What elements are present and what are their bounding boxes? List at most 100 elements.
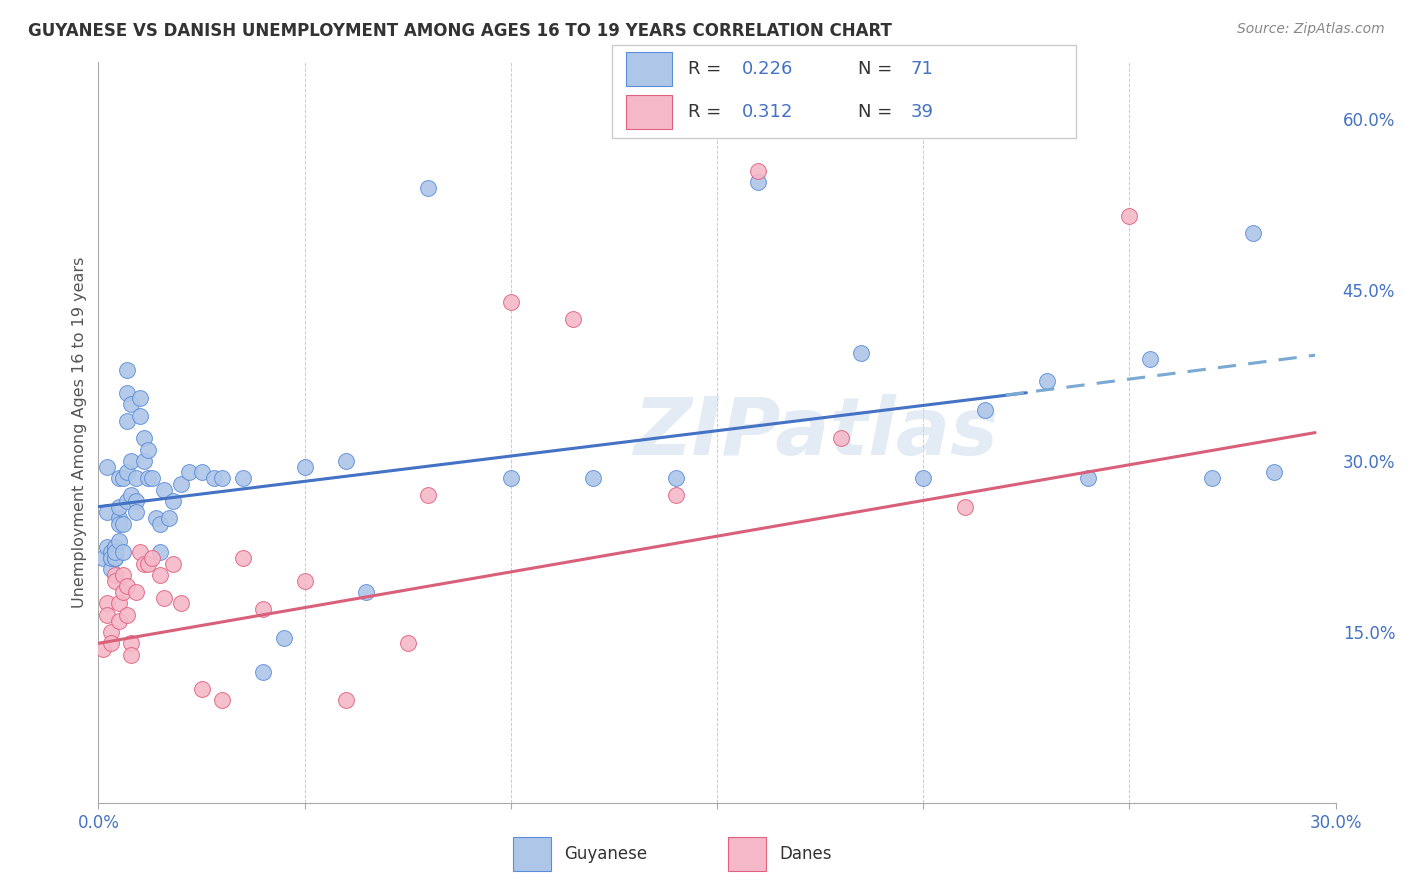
- Point: [1077, 471, 1099, 485]
- Point: [117, 466, 139, 480]
- Point: [136, 557, 159, 571]
- Point: [1201, 471, 1223, 485]
- Text: GUYANESE VS DANISH UNEMPLOYMENT AMONG AGES 16 TO 19 YEARS CORRELATION CHART: GUYANESE VS DANISH UNEMPLOYMENT AMONG AG…: [28, 22, 891, 40]
- Point: [830, 431, 852, 445]
- Point: [132, 454, 155, 468]
- Point: [252, 602, 274, 616]
- Point: [120, 488, 142, 502]
- Point: [120, 636, 142, 650]
- Text: R =: R =: [688, 103, 727, 121]
- Point: [104, 540, 127, 554]
- Point: [117, 385, 139, 400]
- Point: [149, 545, 172, 559]
- Point: [132, 557, 155, 571]
- Point: [117, 607, 139, 622]
- Point: [117, 414, 139, 428]
- Point: [96, 540, 118, 554]
- Point: [108, 516, 131, 531]
- Point: [294, 459, 316, 474]
- Point: [124, 494, 146, 508]
- Point: [335, 693, 357, 707]
- Point: [273, 631, 295, 645]
- Point: [104, 574, 127, 588]
- Point: [582, 471, 605, 485]
- Point: [91, 642, 114, 657]
- Point: [499, 471, 522, 485]
- Point: [124, 585, 146, 599]
- FancyBboxPatch shape: [513, 837, 551, 871]
- Point: [136, 471, 159, 485]
- Point: [335, 454, 357, 468]
- Point: [211, 693, 233, 707]
- Point: [190, 681, 212, 696]
- Point: [1139, 351, 1161, 366]
- Point: [100, 562, 122, 576]
- Point: [953, 500, 976, 514]
- Point: [561, 311, 583, 326]
- Text: Guyanese: Guyanese: [564, 845, 647, 863]
- Point: [108, 614, 131, 628]
- Point: [128, 409, 150, 423]
- Text: N =: N =: [858, 103, 897, 121]
- Point: [1263, 466, 1285, 480]
- Point: [112, 471, 135, 485]
- Point: [170, 476, 193, 491]
- Point: [747, 175, 769, 189]
- Point: [1036, 375, 1059, 389]
- Point: [91, 550, 114, 565]
- Text: 39: 39: [911, 103, 934, 121]
- Point: [100, 624, 122, 639]
- Point: [112, 545, 135, 559]
- Point: [179, 466, 201, 480]
- Point: [162, 494, 184, 508]
- Point: [1118, 209, 1140, 223]
- Point: [747, 163, 769, 178]
- Point: [104, 545, 127, 559]
- Text: 0.226: 0.226: [741, 60, 793, 78]
- Point: [117, 494, 139, 508]
- Point: [499, 294, 522, 309]
- Point: [112, 568, 135, 582]
- Point: [153, 483, 176, 497]
- Text: N =: N =: [858, 60, 897, 78]
- Point: [100, 545, 122, 559]
- Point: [100, 636, 122, 650]
- Point: [418, 180, 440, 194]
- Point: [117, 363, 139, 377]
- Point: [132, 431, 155, 445]
- Point: [153, 591, 176, 605]
- Point: [418, 488, 440, 502]
- Point: [104, 540, 127, 554]
- Point: [108, 500, 131, 514]
- Point: [128, 392, 150, 406]
- Text: R =: R =: [688, 60, 727, 78]
- Point: [974, 402, 997, 417]
- Point: [851, 346, 873, 360]
- Point: [104, 550, 127, 565]
- FancyBboxPatch shape: [728, 837, 766, 871]
- Point: [108, 533, 131, 548]
- Point: [108, 511, 131, 525]
- Point: [112, 516, 135, 531]
- Text: ZIPatlas: ZIPatlas: [634, 393, 998, 472]
- Point: [96, 505, 118, 519]
- Point: [211, 471, 233, 485]
- Point: [124, 505, 146, 519]
- Point: [96, 459, 118, 474]
- Point: [912, 471, 935, 485]
- Point: [665, 471, 688, 485]
- Point: [104, 568, 127, 582]
- Point: [141, 550, 163, 565]
- FancyBboxPatch shape: [626, 52, 672, 86]
- Point: [1241, 227, 1264, 241]
- Point: [157, 511, 180, 525]
- Text: 71: 71: [911, 60, 934, 78]
- Point: [665, 488, 688, 502]
- Point: [108, 597, 131, 611]
- Point: [145, 511, 167, 525]
- Point: [141, 471, 163, 485]
- Text: Danes: Danes: [779, 845, 831, 863]
- Point: [162, 557, 184, 571]
- Point: [124, 471, 146, 485]
- FancyBboxPatch shape: [626, 95, 672, 129]
